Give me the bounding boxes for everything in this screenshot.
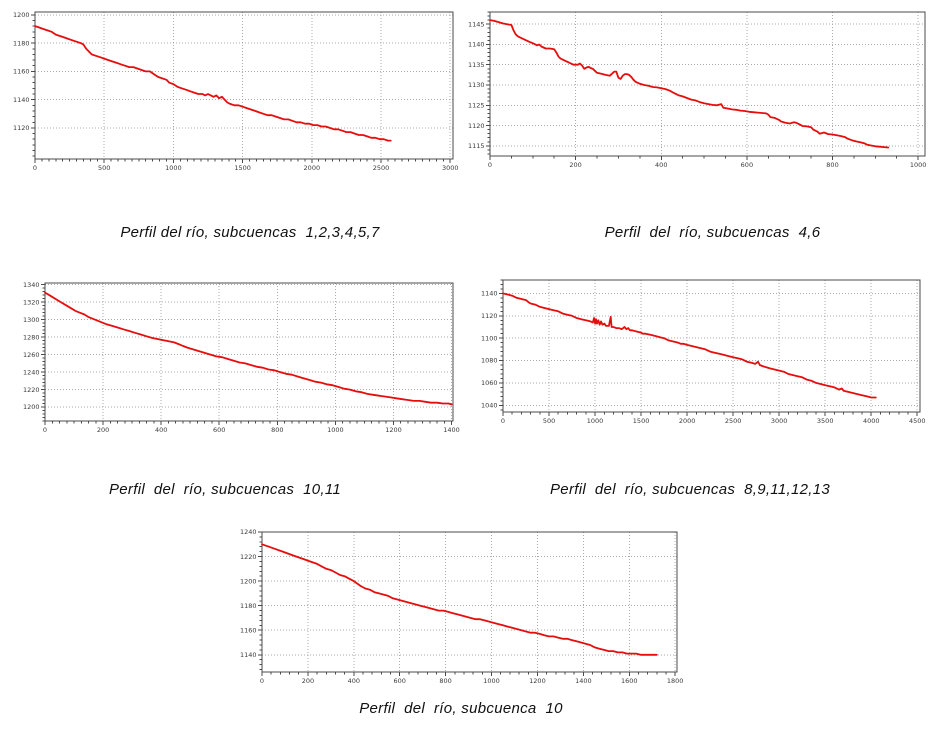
svg-text:1220: 1220 [23,386,40,394]
svg-text:1240: 1240 [23,368,40,376]
svg-text:2500: 2500 [725,417,742,425]
svg-text:400: 400 [655,161,667,169]
river-profile-figure-3: 0 200 400 600 800 1000 1200 1400 1200 1220 1240 126… [15,275,465,435]
svg-text:1400: 1400 [575,677,592,685]
svg-text:3000: 3000 [442,164,459,172]
svg-text:0: 0 [488,161,492,169]
chart-caption-1: Perfil del río, subcuencas 1,2,3,4,5,7 [120,224,380,241]
chart-caption-3: Perfil del río, subcuencas 10,11 [108,481,341,498]
svg-text:400: 400 [155,426,167,434]
river-profile-plot-3: 0 200 400 600 800 1000 1200 1400 1200 1220 1240 126… [23,281,460,434]
svg-text:1160: 1160 [240,626,257,634]
svg-text:1115: 1115 [468,142,485,150]
svg-text:400: 400 [348,677,360,685]
river-profile-figure-2: 0 200 400 600 800 1000 1115 1120 1125 1130 1135 114… [465,4,935,170]
svg-text:1180: 1180 [13,39,30,47]
svg-text:0: 0 [43,426,47,434]
svg-text:600: 600 [741,161,753,169]
svg-text:1220: 1220 [240,553,257,561]
river-profile-plot-1: 0 500 1000 1500 2000 2500 3000 1120 1140 1160 1180… [13,11,459,172]
svg-text:1400: 1400 [443,426,460,434]
svg-text:1600: 1600 [621,677,638,685]
svg-text:600: 600 [394,677,406,685]
svg-text:1500: 1500 [633,417,650,425]
river-profile-figure-5: 0 200 400 600 800 1000 1200 1400 1600 1800 1140 116… [235,524,687,686]
svg-text:1000: 1000 [910,161,927,169]
svg-text:1320: 1320 [23,298,40,306]
svg-text:200: 200 [569,161,581,169]
svg-text:1260: 1260 [23,351,40,359]
svg-text:1200: 1200 [13,11,30,19]
svg-text:800: 800 [271,426,283,434]
svg-text:200: 200 [97,426,109,434]
river-profile-plot-5: 0 200 400 600 800 1000 1200 1400 1600 1800 1140 116… [240,528,684,685]
svg-text:1120: 1120 [13,124,30,132]
svg-text:1200: 1200 [385,426,402,434]
svg-text:4500: 4500 [909,417,926,425]
svg-text:0: 0 [501,417,505,425]
svg-text:1280: 1280 [23,333,40,341]
svg-text:2000: 2000 [679,417,696,425]
svg-text:1120: 1120 [468,122,485,130]
svg-text:1000: 1000 [587,417,604,425]
svg-text:1180: 1180 [240,602,257,610]
svg-text:1000: 1000 [165,164,182,172]
svg-text:1130: 1130 [468,81,485,89]
svg-text:1500: 1500 [234,164,251,172]
svg-text:1200: 1200 [529,677,546,685]
river-profile-figure-4: 0 500 1000 1500 2000 2500 3000 3500 4000 4500 1040… [475,272,930,425]
svg-text:1140: 1140 [468,41,485,49]
svg-text:500: 500 [543,417,555,425]
svg-text:1145: 1145 [468,20,485,28]
svg-text:3500: 3500 [817,417,834,425]
svg-text:1125: 1125 [468,101,485,109]
svg-text:1300: 1300 [23,316,40,324]
svg-text:1800: 1800 [667,677,684,685]
svg-text:1340: 1340 [23,281,40,289]
svg-text:1140: 1140 [240,651,257,659]
svg-text:1080: 1080 [481,357,498,365]
river-profile-figure-1: 0 500 1000 1500 2000 2500 3000 1120 1140 1160 1180… [8,4,460,174]
chart-caption-4: Perfil del río, subcuencas 8,9,11,12,13 [550,481,830,498]
svg-text:800: 800 [826,161,838,169]
chart-caption-5: Perfil del río, subcuenca 10 [359,700,563,717]
river-profile-plot-2: 0 200 400 600 800 1000 1115 1120 1125 1130 1135 114… [468,11,927,169]
river-profile-plot-4: 0 500 1000 1500 2000 2500 3000 3500 4000 4500 1040… [481,279,926,425]
svg-text:2500: 2500 [373,164,390,172]
svg-text:200: 200 [302,677,314,685]
svg-text:800: 800 [439,677,451,685]
svg-text:1000: 1000 [483,677,500,685]
svg-text:0: 0 [33,164,37,172]
svg-text:1160: 1160 [13,68,30,76]
svg-text:3000: 3000 [771,417,788,425]
svg-text:2000: 2000 [304,164,321,172]
svg-text:1060: 1060 [481,379,498,387]
svg-text:0: 0 [260,677,264,685]
svg-text:1140: 1140 [13,96,30,104]
svg-text:1240: 1240 [240,528,257,536]
svg-text:1040: 1040 [481,401,498,409]
svg-text:1000: 1000 [327,426,344,434]
svg-text:1140: 1140 [481,290,498,298]
chart-caption-2: Perfil del río, subcuencas 4,6 [604,224,821,241]
svg-text:4000: 4000 [863,417,880,425]
svg-text:1200: 1200 [23,403,40,411]
svg-text:1200: 1200 [240,577,257,585]
svg-text:1135: 1135 [468,61,485,69]
svg-text:1120: 1120 [481,312,498,320]
svg-text:600: 600 [213,426,225,434]
svg-text:500: 500 [98,164,110,172]
svg-text:1100: 1100 [481,334,498,342]
